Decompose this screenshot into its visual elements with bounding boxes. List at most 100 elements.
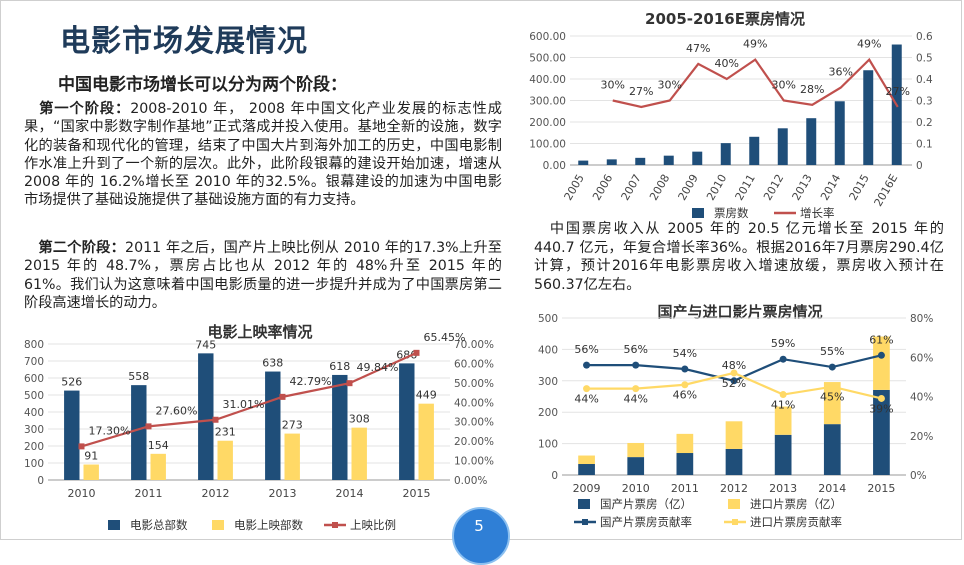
bar-电影总部数-2012 xyxy=(198,353,214,480)
y-left-tick: 600 xyxy=(24,373,44,385)
legend-swatch xyxy=(212,520,224,530)
bar-国产片票房（亿）-2014 xyxy=(823,424,841,475)
stage2-lead: 第二个阶段： xyxy=(38,240,126,256)
line-marker xyxy=(212,416,219,423)
y-right-tick: 50.00% xyxy=(454,378,494,390)
y-left-tick: 200 xyxy=(24,441,44,453)
bar-票房数-2005 xyxy=(578,160,589,165)
y-right-tick: 20% xyxy=(910,431,933,443)
y-right-tick: 80% xyxy=(910,313,933,325)
bar-电影总部数-2011 xyxy=(131,385,147,480)
legend-label: 国产片票房（亿） xyxy=(600,497,692,511)
line-marker xyxy=(145,423,152,430)
line-marker xyxy=(279,393,286,400)
legend-label: 国产片票房贡献率 xyxy=(600,515,692,529)
bar-票房数-2007 xyxy=(635,157,646,165)
bar-电影上映部数-2010 xyxy=(83,464,99,480)
line-增长率 xyxy=(612,57,899,109)
y-left-tick: 800 xyxy=(24,339,44,351)
chart-title: 2005-2016E票房情况 xyxy=(645,10,805,28)
legend-label: 进口片票房（亿） xyxy=(750,497,842,511)
stage2-paragraph: 第二个阶段：2011 年之后，国产片上映比例从 2010 年的17.3%上升至 … xyxy=(24,239,502,312)
page-number: 5 xyxy=(474,517,484,535)
line-marker xyxy=(779,355,787,363)
line-data-label: 40% xyxy=(715,57,739,70)
y-left-tick: 100 xyxy=(24,458,44,470)
y-right-tick: 20.00% xyxy=(454,436,494,448)
legend-marker xyxy=(332,522,338,528)
legend-label: 上映比例 xyxy=(350,518,396,532)
line-data-label: 55% xyxy=(820,345,844,358)
y-left-tick: 0.00 xyxy=(543,160,566,172)
legend-label: 票房数 xyxy=(714,206,749,220)
x-tick-label: 2014 xyxy=(818,172,843,203)
line-data-label: 30% xyxy=(658,79,682,92)
line-marker xyxy=(877,394,885,402)
legend-label: 电影上映部数 xyxy=(234,518,303,532)
line-data-label: 59% xyxy=(771,337,795,350)
bar-票房数-2009 xyxy=(692,151,703,165)
bar-票房数-2011 xyxy=(749,136,760,165)
y-right-tick: 30.00% xyxy=(454,417,494,429)
line-data-label: 48% xyxy=(722,359,746,372)
bar-进口片票房（亿）-2011 xyxy=(676,433,694,454)
line-data-label: 42.79% xyxy=(290,375,332,388)
y-left-tick: 100 xyxy=(538,439,558,451)
bar-电影总部数-2015 xyxy=(399,363,415,480)
line-marker xyxy=(78,443,85,450)
x-tick-label: 2015 xyxy=(403,487,431,500)
x-tick-label: 2010 xyxy=(622,482,650,495)
x-tick-label: 2013 xyxy=(790,172,815,203)
x-tick-label: 2007 xyxy=(619,172,644,203)
line-marker xyxy=(413,349,420,356)
line-data-label: 46% xyxy=(673,389,697,402)
x-tick-label: 2006 xyxy=(590,172,615,203)
line-data-label: 54% xyxy=(673,347,697,360)
bar-国产片票房（亿）-2012 xyxy=(725,448,743,475)
x-tick-label: 2013 xyxy=(769,482,797,495)
bar-data-label: 686 xyxy=(396,348,417,361)
y-left-tick: 0 xyxy=(37,475,44,487)
legend-swatch xyxy=(108,520,120,530)
x-tick-label: 2011 xyxy=(671,482,699,495)
bar-国产片票房（亿）-2013 xyxy=(774,434,792,475)
line-marker xyxy=(632,361,640,369)
line-上映比例 xyxy=(81,351,417,448)
line-marker xyxy=(828,363,836,371)
line-data-label: 44% xyxy=(623,393,647,406)
line-data-label: 49.84% xyxy=(357,361,399,374)
bar-电影上映部数-2011 xyxy=(150,453,166,480)
bar-国产片票房（亿）-2010 xyxy=(627,457,645,475)
bar-票房数-2008 xyxy=(663,155,674,165)
y-left-tick: 300 xyxy=(538,376,558,388)
bar-进口片票房（亿）-2012 xyxy=(725,421,743,449)
domestic-import-chart: 国产与进口影片票房情况 0 100 200 300 400 500 0% 20% 40% 60% 80… xyxy=(538,303,933,529)
bar-data-label: 231 xyxy=(215,426,236,439)
legend-marker xyxy=(732,519,738,525)
line-data-label: 49% xyxy=(743,38,767,51)
bar-进口片票房（亿）-2013 xyxy=(774,406,792,435)
y-left-tick: 400 xyxy=(24,407,44,419)
bar-票房数-2012 xyxy=(777,128,788,165)
bar-进口片票房（亿）-2010 xyxy=(627,442,645,458)
bar-票房数-2015 xyxy=(863,70,874,165)
line-marker xyxy=(681,381,689,389)
bar-data-label: 91 xyxy=(84,450,98,463)
y-right-tick: 0.3 xyxy=(916,96,933,108)
y-right-tick: 0% xyxy=(910,470,927,482)
line-data-label: 31.01% xyxy=(223,398,265,411)
y-right-tick: 0.6 xyxy=(916,31,933,43)
release-rate-chart: 电影上映率情况 0 100 200 300 400 500 600 700 800 0.00% 10.… xyxy=(24,323,494,532)
y-left-tick: 200.00 xyxy=(529,117,566,129)
legend-swatch xyxy=(578,499,590,509)
line-data-label: 17.30% xyxy=(89,424,131,437)
bar-票房数-2010 xyxy=(720,143,731,165)
boxoffice-chart: 2005-2016E票房情况 0.00 100.00 200.00 300.00 400.… xyxy=(529,10,933,220)
y-right-tick: 0.00% xyxy=(454,475,487,487)
x-tick-label: 2011 xyxy=(135,487,163,500)
bar-票房数-2006 xyxy=(606,159,617,165)
page-number-badge xyxy=(452,507,510,565)
line-data-label: 49% xyxy=(857,38,881,51)
bar-data-label: 154 xyxy=(148,439,169,452)
line-marker xyxy=(730,369,738,377)
